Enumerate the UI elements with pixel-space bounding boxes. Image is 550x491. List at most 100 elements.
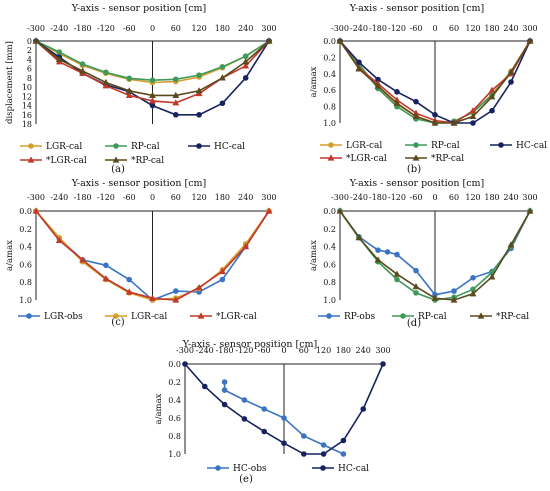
x-tick-label: -60 xyxy=(410,24,423,33)
x-tick-label: 120 xyxy=(191,193,206,202)
data-point xyxy=(173,111,179,118)
x-tick-label: 240 xyxy=(356,346,371,355)
data-point xyxy=(219,100,226,107)
x-tick-label: -180 xyxy=(369,24,387,33)
data-point xyxy=(384,249,391,255)
data-point xyxy=(172,99,180,106)
data-point xyxy=(182,361,188,367)
data-point xyxy=(281,440,287,447)
y-tick-label: 0.4 xyxy=(323,70,336,79)
legend-entry: *RP-cal xyxy=(405,154,464,164)
x-tick-label: 60 xyxy=(171,193,181,202)
panel-label: (e) xyxy=(239,474,253,485)
y-tick-label: 0.2 xyxy=(168,378,181,387)
x-tick-label: 0 xyxy=(150,193,155,202)
legend-label: *RP-cal xyxy=(496,312,529,322)
x-tick-label: -180 xyxy=(74,24,92,33)
y-tick-label: 0.6 xyxy=(19,260,32,269)
legend-marker xyxy=(196,143,202,149)
x-tick-label: -240 xyxy=(350,24,368,33)
data-point xyxy=(394,89,400,95)
data-point xyxy=(196,72,202,78)
panel-label: (c) xyxy=(111,317,125,328)
legend-marker xyxy=(327,154,335,161)
y-tick-label: 2 xyxy=(27,46,32,55)
data-point xyxy=(79,67,86,74)
legend-entry: HC-obs xyxy=(207,464,267,474)
x-tick-label: 240 xyxy=(238,24,253,33)
data-point xyxy=(173,288,179,294)
legend-entry: LGR-cal xyxy=(20,142,82,152)
data-point xyxy=(126,75,132,82)
data-point xyxy=(431,294,439,301)
panel-label: (b) xyxy=(407,164,421,175)
x-tick-label: 120 xyxy=(465,193,480,202)
x-tick-label: -180 xyxy=(369,193,387,202)
legend-label: HC-cal xyxy=(516,141,547,151)
data-point xyxy=(360,406,367,412)
y-tick-label: 0.0 xyxy=(323,207,336,216)
legend-entry: LGR-obs xyxy=(18,312,83,322)
chart-title: Y-axis - sensor position [cm] xyxy=(71,3,207,14)
data-point xyxy=(242,53,249,60)
legend-marker xyxy=(412,154,420,161)
legend-marker xyxy=(215,465,221,471)
data-point xyxy=(507,68,515,75)
x-tick-label: -120 xyxy=(388,193,406,202)
x-tick-label: -180 xyxy=(74,193,92,202)
x-tick-label: 120 xyxy=(465,24,480,33)
legend-label: LGR-cal xyxy=(131,312,167,322)
data-point xyxy=(281,415,287,421)
y-tick-label: 0.6 xyxy=(168,414,181,423)
x-tick-label: 300 xyxy=(522,24,537,33)
data-point xyxy=(355,234,363,241)
chart-panel-3: Y-axis - sensor position [cm] -300 -240 -18… xyxy=(5,178,277,328)
x-tick-label: 120 xyxy=(316,346,331,355)
data-point xyxy=(413,267,419,274)
data-point xyxy=(242,243,250,250)
y-tick-label: 1.0 xyxy=(168,450,181,459)
x-tick-label: 60 xyxy=(299,346,309,355)
y-tick-label: 1.0 xyxy=(19,296,32,305)
x-tick-label: 180 xyxy=(215,193,230,202)
x-tick-label: -120 xyxy=(97,24,115,33)
data-point xyxy=(173,76,179,83)
x-tick-label: -240 xyxy=(50,193,68,202)
x-tick-label: 240 xyxy=(503,24,518,33)
data-point xyxy=(380,361,386,367)
legend-label: RP-obs xyxy=(344,312,376,322)
data-point xyxy=(265,207,273,214)
data-point xyxy=(149,77,156,83)
y-tick-label: 0.4 xyxy=(19,243,32,252)
data-point xyxy=(374,82,382,89)
x-tick-label: 300 xyxy=(261,193,276,202)
data-point xyxy=(413,290,419,296)
data-point xyxy=(507,241,515,248)
legend-label: *LGR-cal xyxy=(346,154,387,164)
data-point xyxy=(219,276,226,283)
data-point xyxy=(394,251,400,258)
data-point xyxy=(356,59,362,66)
data-point xyxy=(431,119,439,126)
legend-marker xyxy=(326,313,332,319)
legend-entry: RP-cal xyxy=(105,142,160,152)
legend-marker xyxy=(498,142,504,148)
data-point xyxy=(242,62,250,69)
x-tick-label: -120 xyxy=(235,346,253,355)
legend-entry: RP-obs xyxy=(318,312,376,322)
chart-title: Y-axis - sensor position [cm] xyxy=(349,3,485,14)
chart-title: Y-axis - sensor position [cm] xyxy=(71,178,207,189)
legend-entry: *LGR-cal xyxy=(20,156,87,166)
y-tick-label: 0.8 xyxy=(323,103,336,112)
data-point xyxy=(79,256,86,263)
data-point xyxy=(469,112,477,120)
legend-marker xyxy=(27,156,35,163)
y-tick-label: 0.8 xyxy=(19,278,32,287)
data-point xyxy=(55,55,63,63)
data-point xyxy=(149,91,156,99)
x-tick-label: 60 xyxy=(171,24,181,33)
legend-entry: RP-cal xyxy=(405,141,460,151)
y-tick-label: 6 xyxy=(27,65,32,74)
x-tick-label: -60 xyxy=(123,193,136,202)
data-point xyxy=(412,112,420,120)
